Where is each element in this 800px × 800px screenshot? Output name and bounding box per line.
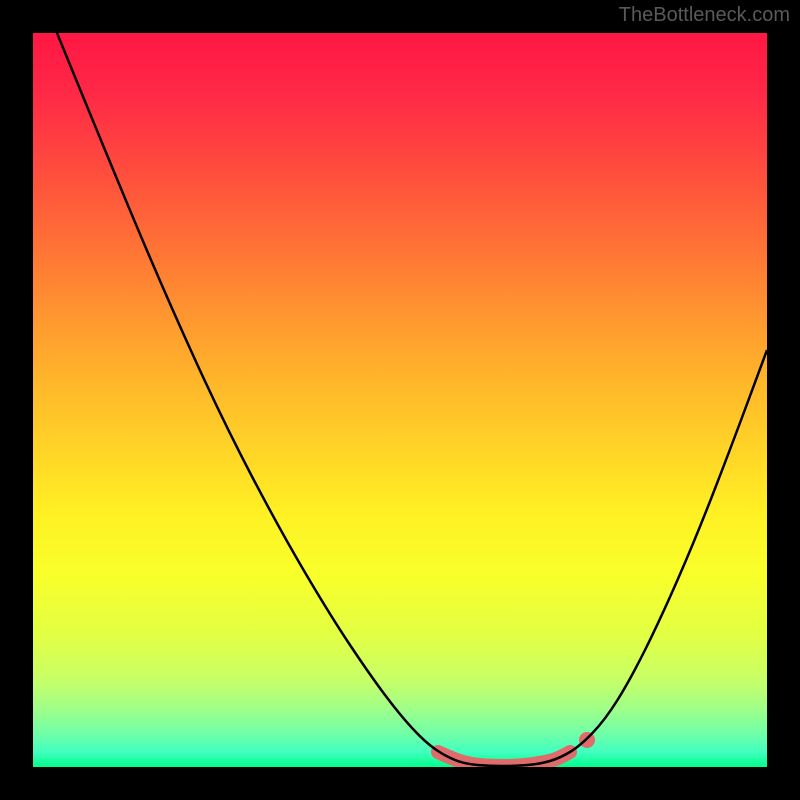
plot-area — [33, 33, 767, 767]
chart-container: TheBottleneck.com — [0, 0, 800, 800]
bottleneck-chart — [0, 0, 800, 800]
watermark-text: TheBottleneck.com — [619, 4, 790, 27]
